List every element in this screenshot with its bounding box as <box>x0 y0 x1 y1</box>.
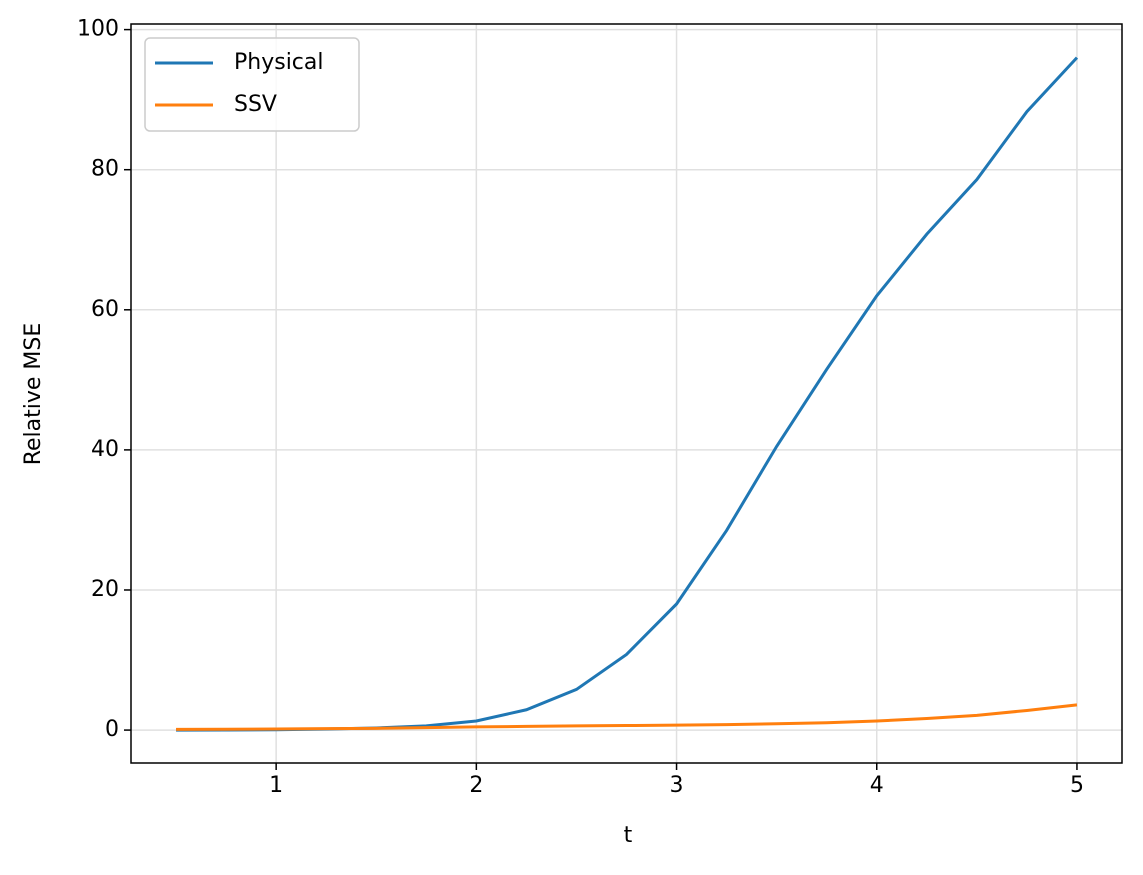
y-tick-label: 80 <box>91 157 119 182</box>
line-series <box>176 703 1078 731</box>
x-axis-label: t <box>624 823 633 848</box>
x-tick-label: 2 <box>469 773 483 798</box>
legend-box <box>144 37 360 132</box>
line-series <box>176 56 1079 732</box>
y-tick-label: 20 <box>91 577 119 602</box>
y-tick-label: 0 <box>105 717 119 742</box>
x-tick-label: 1 <box>269 773 283 798</box>
y-tick-label: 100 <box>77 17 119 42</box>
plot-frame <box>130 23 1123 764</box>
legend-label: Physical <box>234 50 324 75</box>
x-tick-label: 3 <box>670 773 684 798</box>
legend-label: SSV <box>234 92 277 117</box>
x-tick-label: 4 <box>870 773 884 798</box>
y-axis-label: Relative MSE <box>21 323 46 466</box>
legend: Physical SSV <box>144 37 360 132</box>
y-tick-label: 60 <box>91 297 119 322</box>
x-tick-label: 5 <box>1070 773 1084 798</box>
y-tick-label: 40 <box>91 437 119 462</box>
